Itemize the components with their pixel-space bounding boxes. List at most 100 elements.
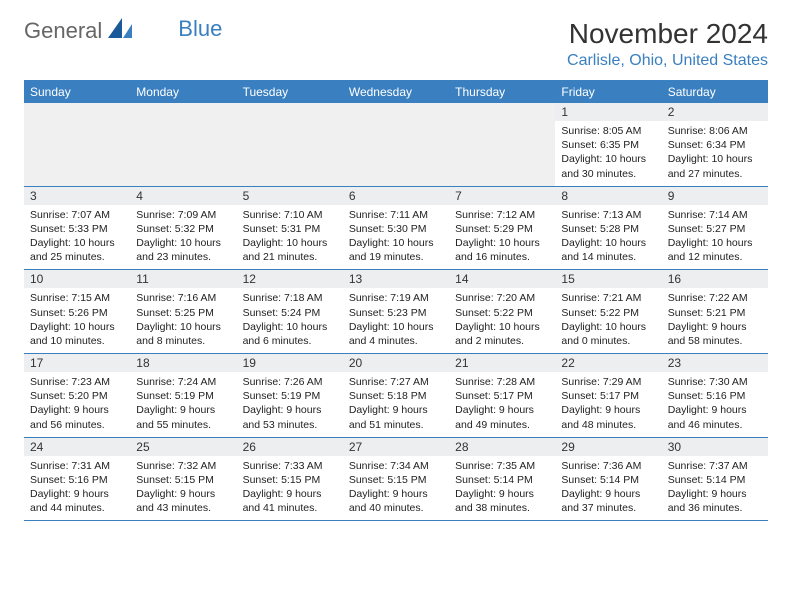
sunrise-text: Sunrise: 7:24 AM — [136, 375, 230, 389]
calendar-week: 10Sunrise: 7:15 AMSunset: 5:26 PMDayligh… — [24, 270, 768, 354]
day-cell: 11Sunrise: 7:16 AMSunset: 5:25 PMDayligh… — [130, 270, 236, 353]
month-title: November 2024 — [567, 18, 768, 50]
sunrise-text: Sunrise: 7:20 AM — [455, 291, 549, 305]
day-detail: Sunrise: 7:33 AMSunset: 5:15 PMDaylight:… — [237, 456, 343, 521]
daylight-text: Daylight: 10 hours and 16 minutes. — [455, 236, 549, 264]
day-cell: 6Sunrise: 7:11 AMSunset: 5:30 PMDaylight… — [343, 187, 449, 270]
calendar-week: 24Sunrise: 7:31 AMSunset: 5:16 PMDayligh… — [24, 438, 768, 522]
day-cell: 3Sunrise: 7:07 AMSunset: 5:33 PMDaylight… — [24, 187, 130, 270]
weekday-mon: Monday — [130, 81, 236, 103]
day-cell — [130, 103, 236, 186]
header: General Blue November 2024 Carlisle, Ohi… — [24, 18, 768, 70]
daylight-text: Daylight: 9 hours and 49 minutes. — [455, 403, 549, 431]
day-detail: Sunrise: 7:19 AMSunset: 5:23 PMDaylight:… — [343, 288, 449, 353]
day-number: 10 — [24, 270, 130, 288]
day-number: 9 — [662, 187, 768, 205]
sunset-text: Sunset: 5:27 PM — [668, 222, 762, 236]
day-cell: 27Sunrise: 7:34 AMSunset: 5:15 PMDayligh… — [343, 438, 449, 521]
daylight-text: Daylight: 9 hours and 46 minutes. — [668, 403, 762, 431]
daylight-text: Daylight: 9 hours and 37 minutes. — [561, 487, 655, 515]
day-number: 14 — [449, 270, 555, 288]
day-detail: Sunrise: 7:34 AMSunset: 5:15 PMDaylight:… — [343, 456, 449, 521]
sunrise-text: Sunrise: 8:05 AM — [561, 124, 655, 138]
day-cell: 4Sunrise: 7:09 AMSunset: 5:32 PMDaylight… — [130, 187, 236, 270]
sunset-text: Sunset: 5:15 PM — [349, 473, 443, 487]
sunset-text: Sunset: 5:22 PM — [561, 306, 655, 320]
daylight-text: Daylight: 10 hours and 2 minutes. — [455, 320, 549, 348]
day-cell: 18Sunrise: 7:24 AMSunset: 5:19 PMDayligh… — [130, 354, 236, 437]
weekday-fri: Friday — [555, 81, 661, 103]
sunset-text: Sunset: 5:26 PM — [30, 306, 124, 320]
daylight-text: Daylight: 9 hours and 41 minutes. — [243, 487, 337, 515]
daylight-text: Daylight: 9 hours and 56 minutes. — [30, 403, 124, 431]
day-number: 15 — [555, 270, 661, 288]
sunrise-text: Sunrise: 7:27 AM — [349, 375, 443, 389]
day-cell: 8Sunrise: 7:13 AMSunset: 5:28 PMDaylight… — [555, 187, 661, 270]
sunset-text: Sunset: 6:35 PM — [561, 138, 655, 152]
day-cell: 26Sunrise: 7:33 AMSunset: 5:15 PMDayligh… — [237, 438, 343, 521]
location: Carlisle, Ohio, United States — [567, 52, 768, 70]
day-cell: 2Sunrise: 8:06 AMSunset: 6:34 PMDaylight… — [662, 103, 768, 186]
day-number: 25 — [130, 438, 236, 456]
day-number: 21 — [449, 354, 555, 372]
sunrise-text: Sunrise: 7:18 AM — [243, 291, 337, 305]
day-cell: 5Sunrise: 7:10 AMSunset: 5:31 PMDaylight… — [237, 187, 343, 270]
day-number: 5 — [237, 187, 343, 205]
daylight-text: Daylight: 9 hours and 44 minutes. — [30, 487, 124, 515]
day-cell: 7Sunrise: 7:12 AMSunset: 5:29 PMDaylight… — [449, 187, 555, 270]
day-cell: 15Sunrise: 7:21 AMSunset: 5:22 PMDayligh… — [555, 270, 661, 353]
daylight-text: Daylight: 10 hours and 10 minutes. — [30, 320, 124, 348]
day-detail: Sunrise: 7:20 AMSunset: 5:22 PMDaylight:… — [449, 288, 555, 353]
sunrise-text: Sunrise: 7:36 AM — [561, 459, 655, 473]
day-cell — [343, 103, 449, 186]
logo-text-1: General — [24, 18, 102, 44]
day-detail: Sunrise: 7:27 AMSunset: 5:18 PMDaylight:… — [343, 372, 449, 437]
sunset-text: Sunset: 5:17 PM — [561, 389, 655, 403]
sunrise-text: Sunrise: 7:30 AM — [668, 375, 762, 389]
daylight-text: Daylight: 10 hours and 4 minutes. — [349, 320, 443, 348]
sunrise-text: Sunrise: 7:14 AM — [668, 208, 762, 222]
day-cell: 28Sunrise: 7:35 AMSunset: 5:14 PMDayligh… — [449, 438, 555, 521]
day-cell: 14Sunrise: 7:20 AMSunset: 5:22 PMDayligh… — [449, 270, 555, 353]
sunrise-text: Sunrise: 7:19 AM — [349, 291, 443, 305]
daylight-text: Daylight: 9 hours and 38 minutes. — [455, 487, 549, 515]
sunrise-text: Sunrise: 7:26 AM — [243, 375, 337, 389]
day-detail: Sunrise: 7:28 AMSunset: 5:17 PMDaylight:… — [449, 372, 555, 437]
day-detail: Sunrise: 7:16 AMSunset: 5:25 PMDaylight:… — [130, 288, 236, 353]
day-detail: Sunrise: 7:12 AMSunset: 5:29 PMDaylight:… — [449, 205, 555, 270]
day-number: 2 — [662, 103, 768, 121]
sunrise-text: Sunrise: 7:15 AM — [30, 291, 124, 305]
sunset-text: Sunset: 5:23 PM — [349, 306, 443, 320]
sunset-text: Sunset: 5:32 PM — [136, 222, 230, 236]
day-number: 17 — [24, 354, 130, 372]
day-cell: 30Sunrise: 7:37 AMSunset: 5:14 PMDayligh… — [662, 438, 768, 521]
day-cell: 9Sunrise: 7:14 AMSunset: 5:27 PMDaylight… — [662, 187, 768, 270]
day-number: 27 — [343, 438, 449, 456]
day-detail: Sunrise: 7:11 AMSunset: 5:30 PMDaylight:… — [343, 205, 449, 270]
sunrise-text: Sunrise: 7:13 AM — [561, 208, 655, 222]
sunrise-text: Sunrise: 7:22 AM — [668, 291, 762, 305]
daylight-text: Daylight: 9 hours and 53 minutes. — [243, 403, 337, 431]
day-number: 22 — [555, 354, 661, 372]
sunrise-text: Sunrise: 7:11 AM — [349, 208, 443, 222]
sunset-text: Sunset: 5:17 PM — [455, 389, 549, 403]
day-detail: Sunrise: 7:31 AMSunset: 5:16 PMDaylight:… — [24, 456, 130, 521]
sunrise-text: Sunrise: 7:09 AM — [136, 208, 230, 222]
day-cell: 16Sunrise: 7:22 AMSunset: 5:21 PMDayligh… — [662, 270, 768, 353]
day-detail: Sunrise: 7:23 AMSunset: 5:20 PMDaylight:… — [24, 372, 130, 437]
day-cell: 22Sunrise: 7:29 AMSunset: 5:17 PMDayligh… — [555, 354, 661, 437]
day-number: 26 — [237, 438, 343, 456]
day-cell: 19Sunrise: 7:26 AMSunset: 5:19 PMDayligh… — [237, 354, 343, 437]
daylight-text: Daylight: 10 hours and 0 minutes. — [561, 320, 655, 348]
logo-text-2: Blue — [178, 16, 222, 42]
day-cell: 24Sunrise: 7:31 AMSunset: 5:16 PMDayligh… — [24, 438, 130, 521]
day-cell: 25Sunrise: 7:32 AMSunset: 5:15 PMDayligh… — [130, 438, 236, 521]
sunset-text: Sunset: 5:19 PM — [243, 389, 337, 403]
sunrise-text: Sunrise: 7:31 AM — [30, 459, 124, 473]
day-cell — [449, 103, 555, 186]
day-detail: Sunrise: 7:07 AMSunset: 5:33 PMDaylight:… — [24, 205, 130, 270]
sunrise-text: Sunrise: 7:32 AM — [136, 459, 230, 473]
calendar-grid: 1Sunrise: 8:05 AMSunset: 6:35 PMDaylight… — [24, 103, 768, 521]
day-detail: Sunrise: 7:14 AMSunset: 5:27 PMDaylight:… — [662, 205, 768, 270]
day-cell: 29Sunrise: 7:36 AMSunset: 5:14 PMDayligh… — [555, 438, 661, 521]
